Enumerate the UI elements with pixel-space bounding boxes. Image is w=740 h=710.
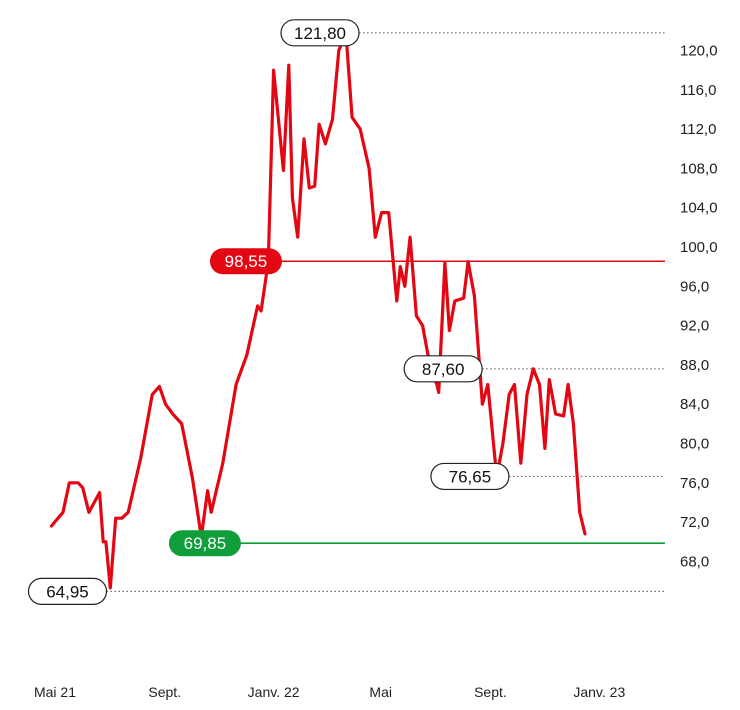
y-tick-label: 88,0 (680, 357, 709, 374)
y-tick-label: 92,0 (680, 318, 709, 335)
callout-label: 87,60 (422, 360, 465, 379)
callout-badge (280, 19, 360, 47)
y-tick-label: 112,0 (680, 121, 716, 138)
x-tick-label: Janv. 23 (573, 684, 625, 700)
x-tick-label: Janv. 22 (248, 684, 300, 700)
reference-label-badge (168, 530, 241, 557)
y-axis-ticks: 68,0 72,0 76,0 80,0 84,0 88,0 92,0 96,0 100,0 104… (680, 43, 718, 571)
y-tick-label: 116,0 (680, 82, 716, 99)
y-tick-label: 68,0 (680, 553, 709, 570)
reference-label-text: 69,85 (184, 534, 227, 553)
y-tick-label: 120,0 (680, 43, 718, 60)
x-tick-label: Mai 21 (34, 684, 76, 700)
y-tick-label: 80,0 (680, 436, 709, 453)
x-tick-label: Mai (369, 684, 392, 700)
callout-label: 76,65 (449, 467, 492, 486)
y-tick-label: 104,0 (680, 200, 718, 217)
x-tick-label: Sept. (148, 684, 181, 700)
y-tick-label: 72,0 (680, 514, 709, 531)
y-tick-label: 96,0 (680, 278, 709, 295)
price-series-line (49, 31, 587, 590)
callout-label: 121,80 (294, 24, 346, 43)
reference-label-text: 98,55 (225, 252, 268, 271)
callout-badge (430, 462, 510, 491)
y-tick-label: 84,0 (680, 396, 709, 413)
value-callouts: 121,80 87,60 76,65 64,95 (27, 19, 510, 605)
callout-label: 64,95 (46, 582, 89, 601)
x-tick-label: Sept. (474, 684, 507, 700)
x-axis-ticks: Mai 21 Sept. Janv. 22 Mai Sept. Janv. 23 (34, 684, 625, 700)
y-tick-label: 100,0 (680, 239, 718, 256)
reference-label-badge (209, 248, 282, 275)
callout-badge (403, 355, 483, 383)
callout-guide-lines (106, 32, 665, 592)
reference-labels: 98,55 69,85 (168, 248, 282, 557)
reference-lines (204, 260, 665, 545)
y-tick-label: 76,0 (680, 475, 709, 492)
y-tick-label: 108,0 (680, 160, 718, 177)
callout-badge (27, 577, 108, 605)
